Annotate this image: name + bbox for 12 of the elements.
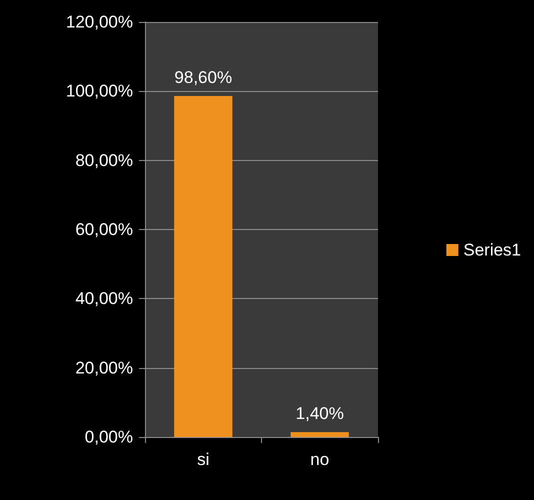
x-tick-label: no	[310, 450, 330, 469]
y-tick-label: 60,00%	[75, 220, 133, 239]
data-label: 1,40%	[296, 404, 344, 424]
data-label: 98,60%	[174, 68, 232, 88]
y-tick-label: 120,00%	[66, 12, 133, 32]
y-tick-label: 40,00%	[75, 289, 133, 308]
y-tick-label: 0,00%	[84, 428, 133, 446]
legend-label: Series1	[463, 240, 521, 260]
y-tick-label: 100,00%	[66, 82, 133, 101]
y-tick-label: 80,00%	[75, 150, 133, 170]
x-tick-label: si	[197, 450, 210, 469]
y-tick-label: 20,00%	[75, 358, 133, 378]
